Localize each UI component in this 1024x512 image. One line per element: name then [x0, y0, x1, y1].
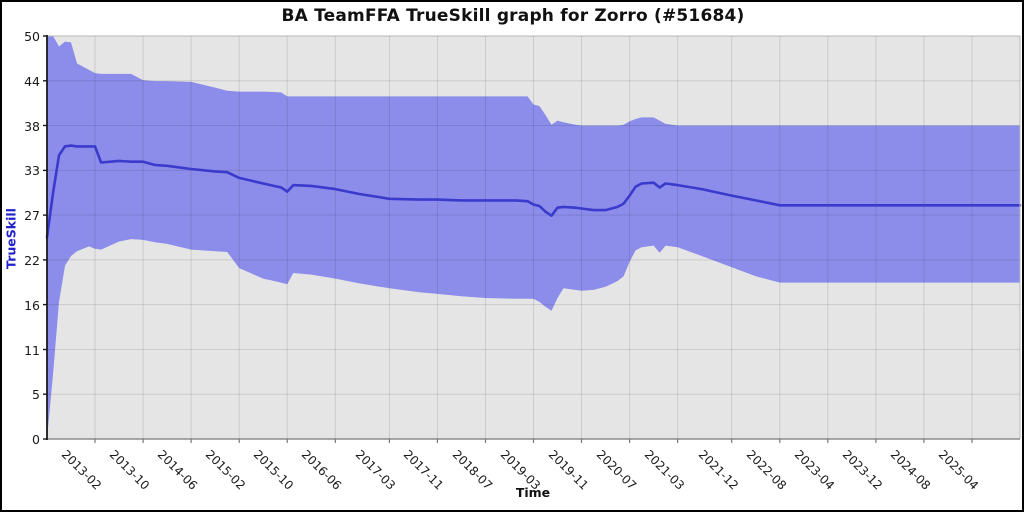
confidence-band-area — [47, 36, 1020, 439]
y-tick-label: 5 — [32, 387, 40, 403]
gridlines — [47, 35, 1020, 440]
tick-marks — [43, 35, 973, 443]
chart-title: BA TeamFFA TrueSkill graph for Zorro (#5… — [281, 6, 745, 26]
y-tick-label: 27 — [24, 208, 40, 224]
trueskill-line — [45, 144, 1022, 239]
y-tick-label: 0 — [32, 432, 40, 447]
y-tick-label: 38 — [24, 118, 40, 134]
y-tick-label: 33 — [24, 163, 40, 179]
y-tick-label: 16 — [24, 297, 40, 313]
y-tick-label: 50 — [24, 29, 40, 44]
y-tick-label: 11 — [24, 342, 40, 358]
y-tick-label: 22 — [24, 252, 40, 268]
y-tick-label: 44 — [24, 73, 40, 89]
x-axis-label: Time — [515, 485, 551, 500]
